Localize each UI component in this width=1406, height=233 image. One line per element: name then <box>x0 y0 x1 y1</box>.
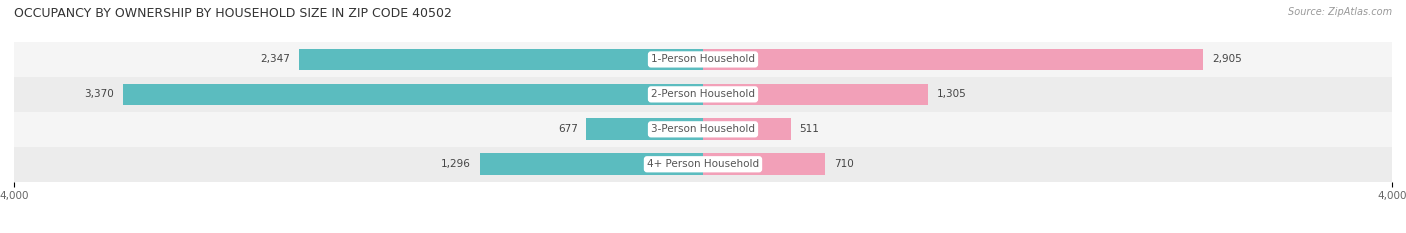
Bar <box>14 42 1392 77</box>
Text: 3,370: 3,370 <box>84 89 114 99</box>
Text: 677: 677 <box>558 124 578 134</box>
Bar <box>703 49 1204 70</box>
Bar <box>122 83 703 105</box>
Bar <box>703 118 792 140</box>
Text: 4+ Person Household: 4+ Person Household <box>647 159 759 169</box>
Text: 1,305: 1,305 <box>936 89 966 99</box>
Bar <box>14 112 1392 147</box>
Text: OCCUPANCY BY OWNERSHIP BY HOUSEHOLD SIZE IN ZIP CODE 40502: OCCUPANCY BY OWNERSHIP BY HOUSEHOLD SIZE… <box>14 7 451 20</box>
Text: 2,905: 2,905 <box>1212 55 1241 64</box>
Bar <box>298 49 703 70</box>
Text: 511: 511 <box>800 124 820 134</box>
Bar <box>703 83 928 105</box>
Text: 2,347: 2,347 <box>260 55 290 64</box>
Bar <box>479 153 703 175</box>
Bar <box>14 147 1392 182</box>
Bar <box>586 118 703 140</box>
Text: Source: ZipAtlas.com: Source: ZipAtlas.com <box>1288 7 1392 17</box>
Bar <box>14 77 1392 112</box>
Text: 710: 710 <box>834 159 853 169</box>
Text: 2-Person Household: 2-Person Household <box>651 89 755 99</box>
Text: 1-Person Household: 1-Person Household <box>651 55 755 64</box>
Text: 1,296: 1,296 <box>441 159 471 169</box>
Bar <box>703 153 825 175</box>
Text: 3-Person Household: 3-Person Household <box>651 124 755 134</box>
